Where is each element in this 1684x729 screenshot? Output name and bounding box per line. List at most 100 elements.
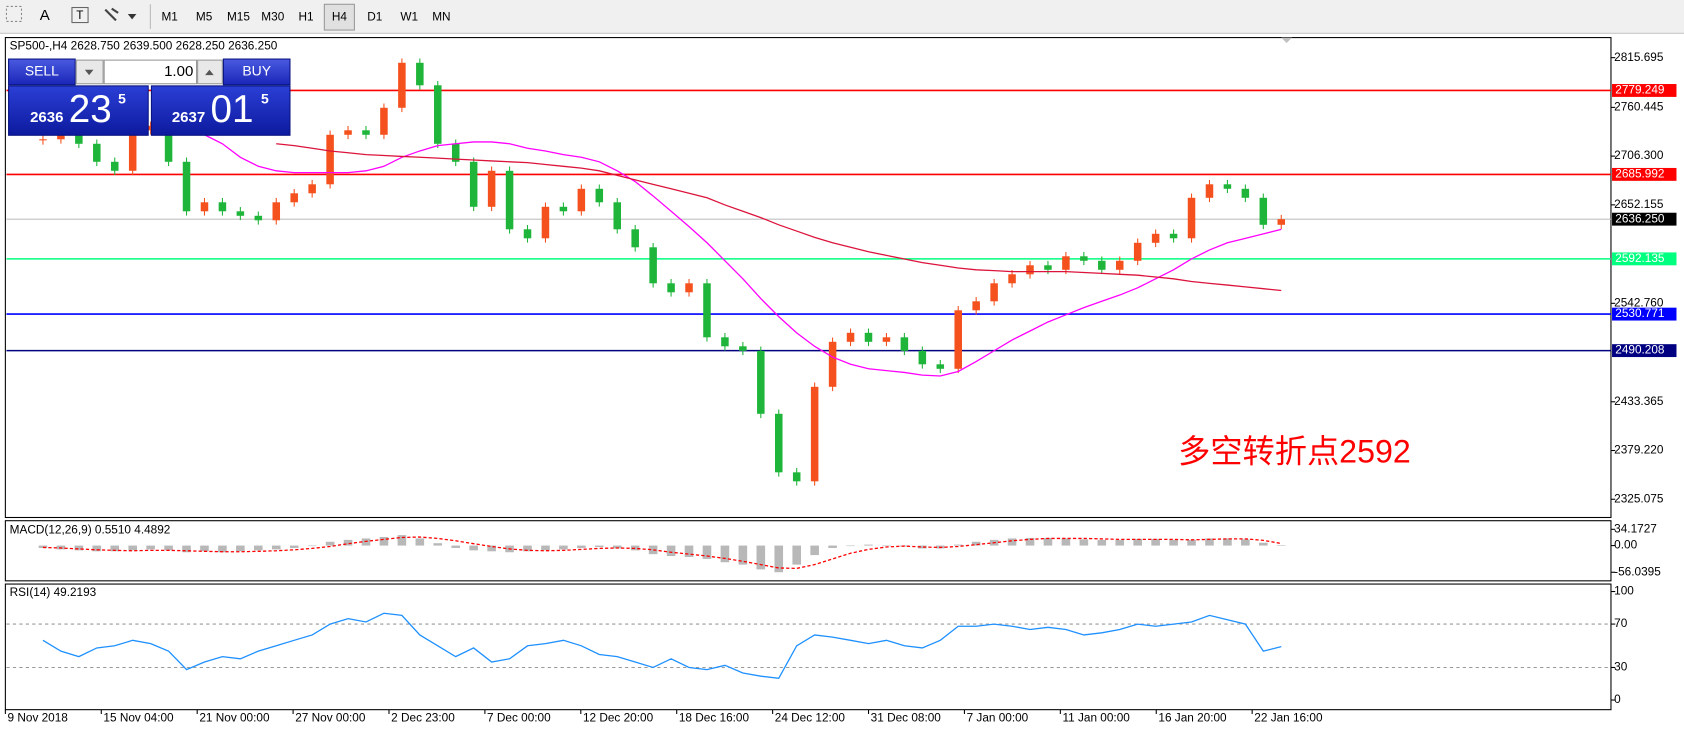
candle (451, 143, 460, 162)
candle (75, 134, 83, 144)
macd-bar (1097, 539, 1107, 546)
candle (954, 310, 962, 369)
price-level-tag (1612, 252, 1677, 266)
candle (1008, 274, 1016, 284)
macd-bar (289, 545, 299, 548)
candle (1259, 197, 1268, 225)
y-tick-label: 2760.445 (1614, 100, 1664, 114)
macd-bar (953, 544, 963, 546)
candle (864, 332, 873, 342)
volume[interactable]: 1.00 (164, 63, 193, 80)
macd-bar (864, 544, 873, 546)
macd-bar (918, 545, 927, 549)
timeframe-button[interactable]: D1 (367, 9, 382, 23)
timeframe-button[interactable]: H1 (299, 9, 314, 23)
x-tick-label: 18 Dec 16:00 (679, 710, 750, 724)
timeframe-button[interactable]: M1 (161, 9, 177, 23)
candle (505, 170, 514, 230)
volume-field[interactable] (103, 59, 198, 85)
macd-bar (200, 545, 209, 552)
bid-box[interactable]: 2636 23 5 (8, 85, 149, 136)
candle (972, 301, 980, 311)
candle (882, 337, 891, 342)
candle (1169, 233, 1178, 239)
ask-box[interactable]: 2637 01 5 (150, 85, 291, 136)
x-tick-label: 7 Dec 00:00 (487, 710, 551, 724)
candle (398, 62, 406, 108)
macd-bar (1187, 539, 1196, 546)
candle (775, 413, 783, 473)
ask-main: 01 (210, 88, 253, 131)
timeframe-button[interactable]: M5 (196, 9, 213, 23)
macd-bar (1259, 542, 1268, 546)
sell-button[interactable]: SELL (8, 58, 76, 86)
volume-up[interactable] (197, 59, 223, 85)
macd-bar (1151, 538, 1160, 546)
y-tick-label: 70 (1614, 616, 1628, 630)
macd-bar (684, 545, 694, 558)
timeframe-button[interactable]: M15 (227, 9, 250, 23)
crosshair-tool[interactable] (5, 5, 23, 23)
timeframe-button[interactable]: W1 (400, 9, 418, 23)
candle (57, 134, 65, 140)
macd-bar (397, 535, 407, 546)
buy-button[interactable]: BUY (222, 58, 291, 86)
sell-label[interactable]: SELL (25, 63, 59, 79)
macd-bar (1241, 539, 1250, 546)
macd-bar (828, 545, 837, 548)
macd-bar (164, 545, 173, 551)
macd-bar (1061, 538, 1071, 546)
y-tick-label: 2542.760 (1614, 295, 1664, 309)
macd-bar (433, 543, 443, 546)
candle (900, 337, 909, 351)
candle (523, 229, 532, 239)
macd-bar (648, 545, 658, 555)
macd-bar (254, 545, 263, 551)
macd-bar (1223, 538, 1232, 546)
trade-panel: SELL 1.00 BUY 2636 23 5 2637 01 5 (8, 58, 291, 136)
timeframe-active[interactable] (323, 3, 355, 31)
y-tick-label: 2815.695 (1614, 50, 1664, 64)
y-tick-label: 2433.365 (1614, 394, 1664, 408)
macd-bar (738, 545, 748, 565)
candle (721, 337, 729, 347)
candle (326, 134, 334, 185)
price-level-label: 2636.250 (1615, 211, 1665, 225)
price-level-label: 2530.771 (1615, 306, 1664, 320)
macd-bar (92, 545, 102, 552)
y-tick-label: 2379.220 (1614, 443, 1664, 457)
x-tick-label: 16 Jan 20:00 (1158, 710, 1227, 724)
macd-chart: 34.1727 0.00 -56.0395 (38, 521, 1661, 578)
macd-bar (612, 545, 622, 549)
timeframe-button[interactable]: MN (432, 9, 450, 23)
macd-bar (361, 538, 371, 546)
candle (595, 188, 604, 203)
price-level-tag (1612, 344, 1677, 358)
rsi-panel (4, 583, 1612, 711)
macd-bar (1169, 539, 1178, 546)
volume-down[interactable] (75, 59, 104, 85)
ask-big: 2637 (172, 109, 205, 126)
price-level-label: 2592.135 (1615, 251, 1665, 265)
candle (1133, 242, 1142, 261)
macd-bar (630, 545, 640, 551)
price-level-label: 2685.992 (1615, 167, 1664, 181)
label-tool[interactable]: T (71, 6, 89, 24)
x-tick-label: 7 Jan 00:00 (967, 710, 1029, 724)
rsi-title: RSI(14) 49.2193 (10, 585, 97, 599)
buy-label[interactable]: BUY (242, 63, 271, 79)
y-tick-label: 34.1727 (1614, 521, 1657, 535)
candle (110, 161, 119, 171)
candle (146, 125, 155, 131)
candle (828, 341, 837, 387)
ma-slow-line (276, 143, 1282, 292)
candle (272, 202, 281, 221)
arrows-tool[interactable] (104, 7, 137, 22)
timeframe-button[interactable]: H4 (332, 9, 348, 23)
candle (1115, 260, 1124, 270)
timeframe-button[interactable]: M30 (261, 9, 284, 23)
macd-bar (469, 545, 478, 551)
text-tool[interactable]: A (40, 7, 50, 24)
candle (739, 346, 747, 351)
